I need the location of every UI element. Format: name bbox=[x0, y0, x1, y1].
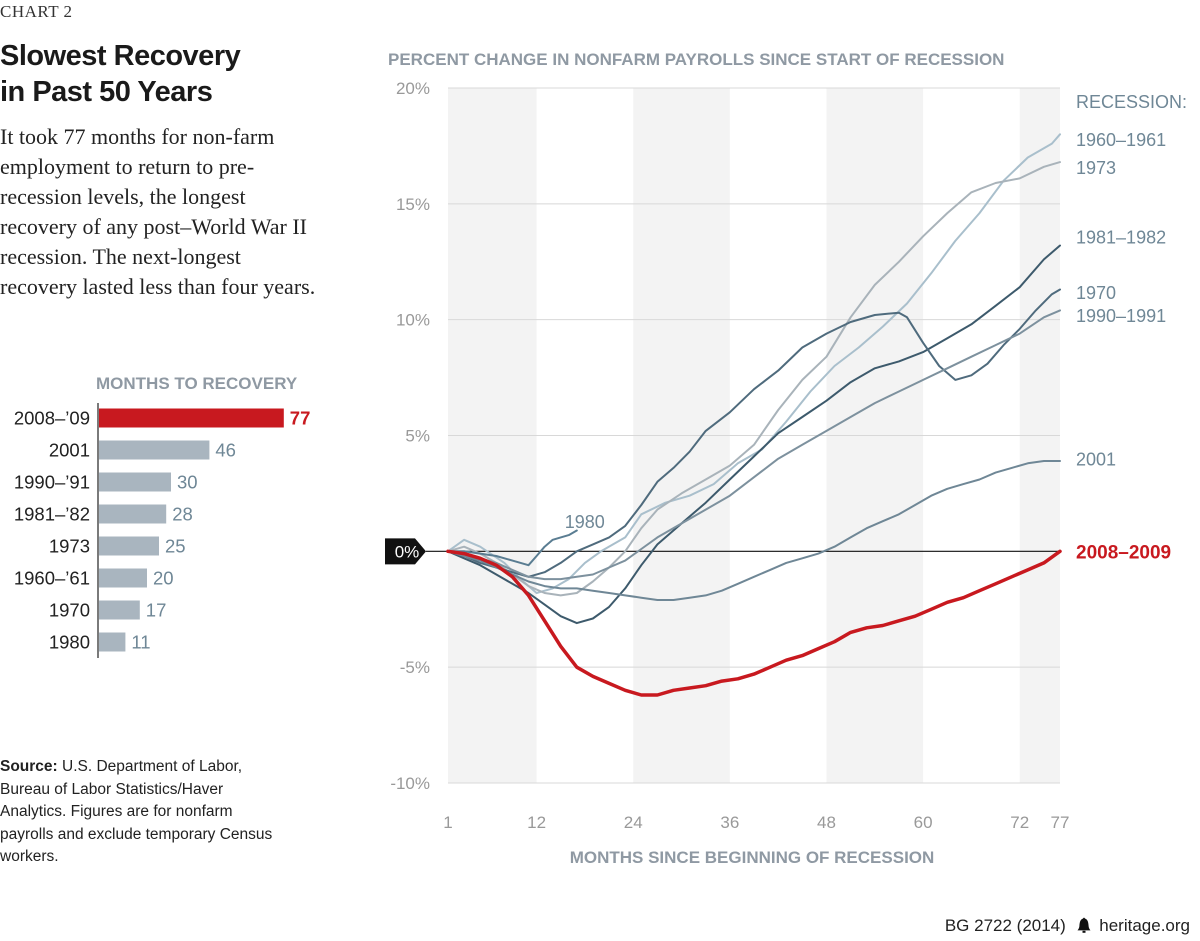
bar-chart-title: MONTHS TO RECOVERY bbox=[96, 374, 298, 393]
series-line-1981–1982 bbox=[447, 244, 1061, 625]
series-label: 1980 bbox=[565, 512, 605, 532]
zero-label: 0% bbox=[395, 542, 420, 561]
bar-category-label: 1960–’61 bbox=[14, 568, 90, 589]
footer-id: BG 2722 (2014) bbox=[944, 916, 1066, 935]
bar-value-label: 17 bbox=[146, 600, 167, 621]
bar-5 bbox=[99, 568, 147, 588]
zero-badge bbox=[385, 538, 426, 565]
series-label: 1990–1991 bbox=[1076, 306, 1166, 326]
footer: BG 2722 (2014) heritage.org bbox=[945, 916, 1190, 936]
bar-category-label: 1970 bbox=[49, 600, 90, 621]
chart-number: CHART 2 bbox=[0, 2, 73, 21]
series-line-1973 bbox=[447, 161, 1061, 597]
series-label: 1973 bbox=[1076, 158, 1116, 178]
headline: Slowest Recovery in Past 50 Years bbox=[0, 38, 241, 110]
liberty-bell-icon bbox=[1077, 917, 1091, 933]
bar-4 bbox=[99, 536, 159, 556]
series-label: 1970 bbox=[1076, 283, 1116, 303]
series-line-2008–2009 bbox=[446, 549, 1062, 697]
x-axis-label: MONTHS SINCE BEGINNING OF RECESSION bbox=[570, 848, 935, 867]
series-label: 2001 bbox=[1076, 450, 1116, 470]
x-tick-label: 36 bbox=[720, 813, 739, 832]
bar-1 bbox=[99, 440, 210, 460]
y-tick-label: -5% bbox=[400, 658, 430, 677]
y-tick-label: -10% bbox=[390, 774, 430, 793]
series-line-1970 bbox=[447, 288, 1061, 578]
bar-7 bbox=[99, 632, 126, 652]
bar-category-label: 1973 bbox=[49, 536, 90, 557]
x-tick-label: 12 bbox=[527, 813, 546, 832]
description: It took 77 months for non-farm employmen… bbox=[0, 124, 316, 299]
y-tick-label: 20% bbox=[396, 79, 430, 98]
x-tick-label: 48 bbox=[817, 813, 836, 832]
headline-line-1: Slowest Recovery bbox=[0, 40, 241, 72]
x-tick-label: 24 bbox=[624, 813, 643, 832]
source-text: U.S. Department of Labor, Bureau of Labo… bbox=[0, 758, 273, 865]
x-tick-label: 72 bbox=[1010, 813, 1029, 832]
series-label: 2008–2009 bbox=[1076, 542, 1171, 563]
series-line-2001 bbox=[447, 460, 1061, 601]
bar-category-label: 1981–’82 bbox=[14, 504, 90, 525]
bar-6 bbox=[99, 600, 140, 620]
source-label: Source: bbox=[0, 758, 58, 775]
bar-value-label: 28 bbox=[172, 504, 193, 525]
line-chart-title: PERCENT CHANGE IN NONFARM PAYROLLS SINCE… bbox=[388, 50, 1004, 69]
months-to-recovery-chart: MONTHS TO RECOVERY 2008–’09 77 2001 46 1990–’… bbox=[14, 374, 311, 658]
headline-line-2: in Past 50 Years bbox=[0, 76, 213, 108]
bar-value-label: 11 bbox=[131, 632, 150, 653]
bar-0 bbox=[99, 408, 284, 428]
y-tick-label: 15% bbox=[396, 195, 430, 214]
payrolls-line-chart: PERCENT CHANGE IN NONFARM PAYROLLS SINCE… bbox=[385, 50, 1187, 867]
series-line-1960–1961 bbox=[447, 133, 1061, 594]
bar-category-label: 1980 bbox=[49, 632, 90, 653]
bar-category-label: 2001 bbox=[49, 440, 90, 461]
bar-2 bbox=[99, 472, 171, 492]
bar-value-label: 25 bbox=[165, 536, 186, 557]
x-tick-label: 1 bbox=[443, 813, 452, 832]
footer-site[interactable]: heritage.org bbox=[1099, 916, 1190, 935]
bar-value-label: 20 bbox=[153, 568, 174, 589]
x-tick-label: 60 bbox=[914, 813, 933, 832]
series-line-1990–1991 bbox=[447, 309, 1061, 581]
x-tick-label: 77 bbox=[1051, 813, 1070, 832]
series-line-1980 bbox=[447, 529, 578, 567]
bar-value-label: 46 bbox=[215, 440, 236, 461]
legend-title: RECESSION: bbox=[1076, 92, 1187, 112]
y-tick-label: 5% bbox=[405, 427, 430, 446]
source-note: Source: U.S. Department of Labor, Bureau… bbox=[0, 756, 290, 869]
bar-3 bbox=[99, 504, 167, 524]
bar-category-label: 1990–’91 bbox=[14, 472, 90, 493]
bar-value-label: 30 bbox=[177, 472, 198, 493]
series-label: 1960–1961 bbox=[1076, 130, 1166, 150]
series-label: 1981–1982 bbox=[1076, 227, 1166, 247]
bar-category-label: 2008–’09 bbox=[14, 408, 90, 429]
y-tick-label: 10% bbox=[396, 311, 430, 330]
bar-value-label: 77 bbox=[290, 408, 311, 429]
